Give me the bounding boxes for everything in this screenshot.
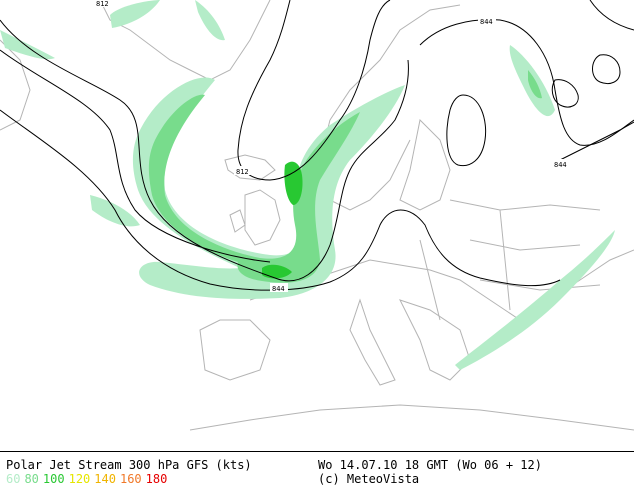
iceland-coast [224,154,276,181]
contour-812-outer [0,19,409,282]
credit: (c) MeteoVista [318,472,420,486]
jet-60-greenland [110,0,160,28]
legend-160: 160 [119,472,142,486]
iberia [199,319,271,381]
contour-label-844-mid: 844 [272,285,285,293]
jet-80-east [528,70,542,99]
contour-label-812-top: 812 [96,0,109,8]
russia-grid [419,199,601,321]
contour-844-main [0,109,561,291]
british-isles [229,189,281,246]
contour-right-edge [559,121,634,161]
jet-100-core-2 [262,264,292,279]
jet-stream-map: 812 844 812 844 844 [0,0,634,452]
contour-top-right [589,0,634,31]
legend-120: 120 [68,472,91,486]
legend-100: 100 [42,472,65,486]
jet-stream-shading [0,0,615,370]
contour-small-right [551,79,579,108]
contour-label-812-mid: 812 [236,168,249,176]
north-africa [189,404,634,431]
contours [0,0,634,291]
contour-label-844-right: 844 [554,161,567,169]
map-title: Polar Jet Stream 300 hPa GFS (kts) [6,458,252,472]
contour-small-oval [446,94,487,167]
valid-time: Wo 14.07.10 18 GMT (Wo 06 + 12) [318,458,542,472]
map-footer: Polar Jet Stream 300 hPa GFS (kts) 60 80 1… [0,452,634,490]
speed-legend: 60 80 100 120 140 160 180 [6,472,252,486]
baltic [399,118,451,211]
footer-right: Wo 14.07.10 18 GMT (Wo 06 + 12) (c) Mete… [318,458,542,486]
legend-140: 140 [94,472,116,486]
jet-80-main [148,94,360,283]
contour-small-far [592,54,621,85]
greenland-coast [99,0,271,81]
map-canvas: 812 844 812 844 844 [0,0,634,431]
legend-180: 180 [145,472,168,486]
italy [349,298,396,386]
footer-left: Polar Jet Stream 300 hPa GFS (kts) 60 80 1… [6,458,252,486]
jet-60-southeast [455,230,615,370]
contour-844-north [237,0,391,181]
legend-80: 80 [24,472,39,486]
contour-label-844-top: 844 [480,18,493,26]
jet-100-core [284,161,303,205]
legend-60: 60 [6,472,21,486]
labrador [0,39,31,131]
jet-60-west [0,30,55,60]
contour-812-inner [0,49,271,263]
jet-60-arctic [195,0,225,41]
contour-844-right [419,19,634,146]
contour-labels: 812 844 812 844 844 [94,0,570,293]
